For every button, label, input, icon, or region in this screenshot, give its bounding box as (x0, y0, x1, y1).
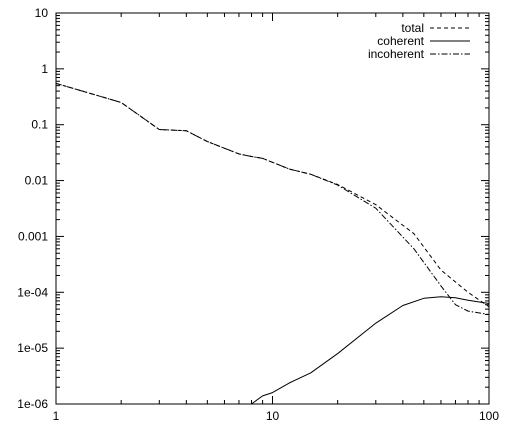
y-tick-label: 10 (35, 6, 49, 20)
y-tick-label: 1e-05 (17, 341, 48, 355)
y-tick-label: 0.001 (18, 229, 48, 243)
x-tick-label: 100 (479, 409, 499, 422)
y-tick-label: 0.1 (31, 118, 48, 132)
series-layer (55, 82, 490, 405)
y-tick-label: 1e-06 (17, 397, 48, 411)
plot-frame (55, 12, 490, 405)
series-coherent-line (251, 296, 490, 405)
legend-label-incoherent: incoherent (368, 47, 425, 61)
legend-label-coherent: coherent (377, 34, 424, 48)
y-tick-label: 1e-04 (17, 285, 48, 299)
series-total-line (55, 82, 490, 308)
ticks-layer: 1 10 100 1e-06 1e-05 1e-04 0.001 0.01 0.1 1 10 (17, 6, 499, 422)
series-incoherent-line (55, 82, 490, 316)
x-tick-label: 1 (53, 409, 60, 422)
y-tick-label: 1 (41, 62, 48, 76)
legend-label-total: total (401, 21, 424, 35)
x-tick-label: 10 (266, 409, 280, 422)
y-tick-label: 0.01 (25, 174, 49, 188)
